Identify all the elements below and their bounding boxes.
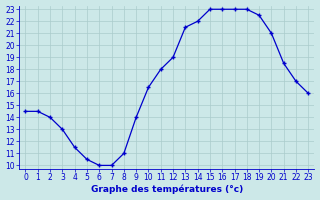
X-axis label: Graphe des températures (°c): Graphe des températures (°c) — [91, 185, 243, 194]
